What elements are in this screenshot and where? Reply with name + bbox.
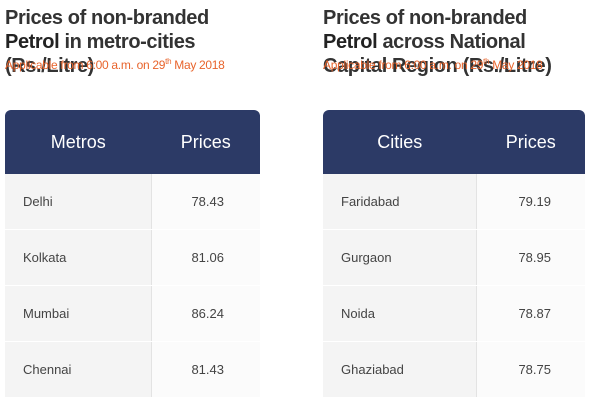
table-row: Gurgaon 78.95 — [323, 229, 585, 286]
column-header-prices: Prices — [180, 131, 231, 152]
column-header-prices: Prices — [505, 131, 556, 152]
price-value: 78.95 — [476, 229, 585, 286]
city-name: Chennai — [5, 341, 152, 398]
metro-prices-table: Metros Prices Delhi 78.43 Kolkata 81.06 … — [5, 110, 260, 398]
city-name: Mumbai — [5, 285, 152, 342]
ncr-applicable-note: Applicable from 6:00 a.m. on 29th May 20… — [323, 57, 543, 72]
table-row: Chennai 81.43 — [5, 341, 260, 398]
ncr-prices-panel: Prices of non-branded Petrol across Nati… — [323, 6, 585, 398]
metro-applicable-note: Applicable from 6:00 a.m. on 29th May 20… — [5, 57, 225, 72]
city-name: Faridabad — [323, 174, 477, 230]
table-header-row: Cities Prices — [323, 110, 585, 174]
price-value: 81.43 — [151, 341, 260, 398]
price-value: 81.06 — [151, 229, 260, 286]
table-row: Kolkata 81.06 — [5, 229, 260, 286]
table-row: Ghaziabad 78.75 — [323, 341, 585, 398]
city-name: Delhi — [5, 174, 152, 230]
metro-panel-title: Prices of non-branded Petrol in metro-ci… — [5, 7, 209, 77]
column-header-cities: Cities — [377, 131, 423, 152]
table-header-row: Metros Prices — [5, 110, 260, 174]
price-value: 78.43 — [151, 174, 260, 230]
ncr-prices-table: Cities Prices Faridabad 79.19 Gurgaon 78… — [323, 110, 585, 398]
column-header-metros: Metros — [50, 131, 106, 152]
price-value: 79.19 — [476, 174, 585, 230]
ncr-panel-title: Prices of non-branded Petrol across Nati… — [323, 7, 552, 77]
price-value: 86.24 — [151, 285, 260, 342]
table-row: Mumbai 86.24 — [5, 285, 260, 342]
city-name: Noida — [323, 285, 477, 342]
table-row: Delhi 78.43 — [5, 174, 260, 230]
city-name: Gurgaon — [323, 229, 477, 286]
price-value: 78.75 — [476, 341, 585, 398]
city-name: Kolkata — [5, 229, 152, 286]
table-row: Faridabad 79.19 — [323, 174, 585, 230]
price-value: 78.87 — [476, 285, 585, 342]
table-row: Noida 78.87 — [323, 285, 585, 342]
metro-prices-panel: Prices of non-branded Petrol in metro-ci… — [5, 6, 260, 398]
city-name: Ghaziabad — [323, 341, 477, 398]
